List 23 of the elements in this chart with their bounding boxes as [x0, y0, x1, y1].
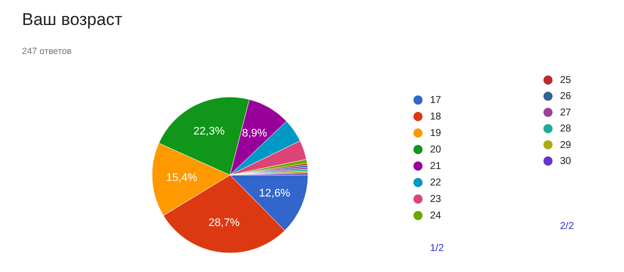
data-label: 28,7%: [208, 216, 240, 229]
legend-label: 21: [430, 161, 442, 172]
data-label: 8,9%: [242, 127, 268, 140]
legend-label: 26: [560, 91, 572, 102]
legend-label: 30: [560, 156, 572, 167]
legend-label: 18: [430, 112, 442, 122]
legend-label: 17: [430, 95, 442, 106]
data-label: 15,4%: [166, 172, 198, 184]
legend-label: 29: [560, 140, 572, 151]
text: 247 ответов: [22, 46, 72, 56]
legend-label: 22: [430, 178, 442, 188]
data-label: 22,3%: [193, 125, 225, 138]
legend-label: 27: [560, 107, 572, 118]
legend-label: 25: [560, 75, 572, 86]
legend-label: 23: [430, 194, 442, 205]
data-label: 12,6%: [259, 188, 290, 200]
legend-label: 28: [560, 124, 572, 135]
legend-label: 24: [430, 210, 442, 222]
text: 2/2: [560, 221, 574, 232]
legend-label: 19: [430, 128, 442, 139]
legend-label: 20: [430, 144, 442, 156]
chart-title: Ваш возраст: [22, 10, 122, 29]
text: 1/2: [430, 243, 444, 254]
